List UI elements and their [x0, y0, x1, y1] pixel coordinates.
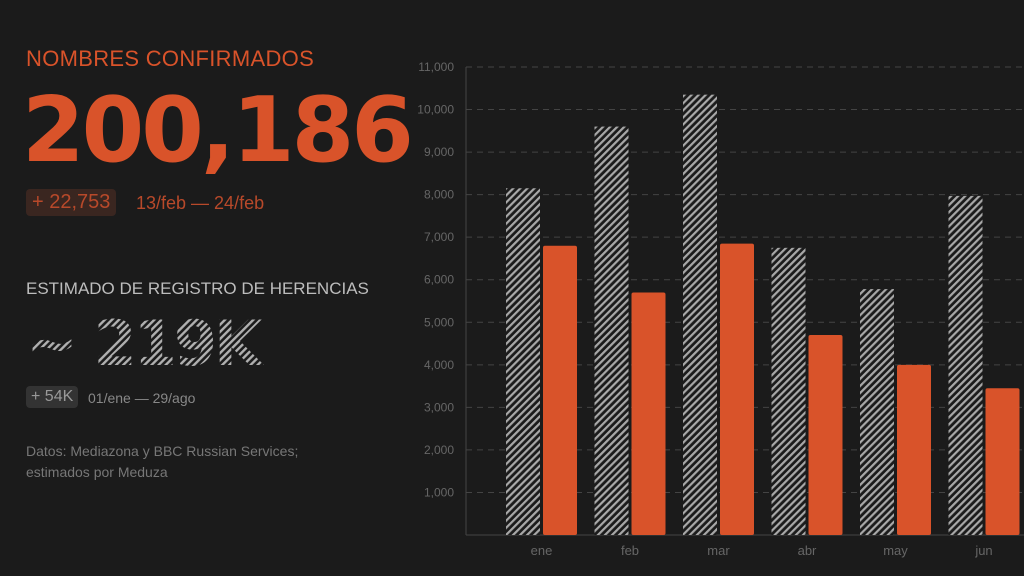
y-tick-label: 6,000	[424, 273, 454, 287]
source-note: Datos: Mediazona y BBC Russian Services;…	[26, 443, 299, 480]
confirmed-delta-badge: + 22,753	[26, 189, 117, 216]
confirmed-bar	[808, 335, 843, 535]
y-tick-label: 2,000	[424, 443, 454, 457]
x-tick-label: mar	[707, 543, 730, 558]
estimated-bar	[683, 94, 717, 536]
estimated-bar	[948, 195, 983, 535]
estimated-delta-badge: + 54K	[26, 386, 79, 408]
x-tick-label: jun	[974, 543, 992, 558]
estimated-bar	[860, 289, 894, 535]
y-tick-label: 8,000	[424, 188, 454, 202]
confirmed-bar	[985, 388, 1020, 535]
confirmed-bar	[720, 243, 754, 535]
estimated-range: 01/ene — 29/ago	[88, 390, 196, 406]
estimated-bar	[594, 126, 629, 536]
confirmed-value: 200,186	[22, 78, 414, 183]
estimated-bar	[506, 188, 540, 535]
confirmed-range: 13/feb — 24/feb	[136, 193, 265, 213]
confirmed-bar	[631, 292, 666, 535]
y-tick-label: 3,000	[424, 400, 454, 414]
y-tick-label: 1,000	[424, 485, 454, 499]
x-tick-label: ene	[531, 543, 553, 558]
confirmed-bar	[543, 245, 577, 535]
estimated-bar	[771, 247, 806, 535]
y-tick-label: 10,000	[417, 103, 454, 117]
y-tick-label: 11,000	[418, 60, 454, 74]
estimated-value: ~ 219K	[26, 307, 267, 375]
x-tick-label: abr	[798, 543, 817, 558]
y-tick-label: 4,000	[424, 358, 454, 372]
estimated-label: ESTIMADO DE REGISTRO DE HERENCIAS	[26, 279, 369, 298]
x-tick-label: feb	[621, 543, 639, 558]
estimated-value-text: ~ 219K	[26, 307, 264, 375]
y-tick-label: 5,000	[424, 315, 454, 329]
x-tick-label: may	[883, 543, 908, 558]
y-tick-label: 7,000	[424, 230, 454, 244]
y-tick-label: 9,000	[424, 145, 454, 159]
confirmed-label: NOMBRES CONFIRMADOS	[26, 46, 315, 71]
confirmed-bar	[897, 364, 931, 535]
